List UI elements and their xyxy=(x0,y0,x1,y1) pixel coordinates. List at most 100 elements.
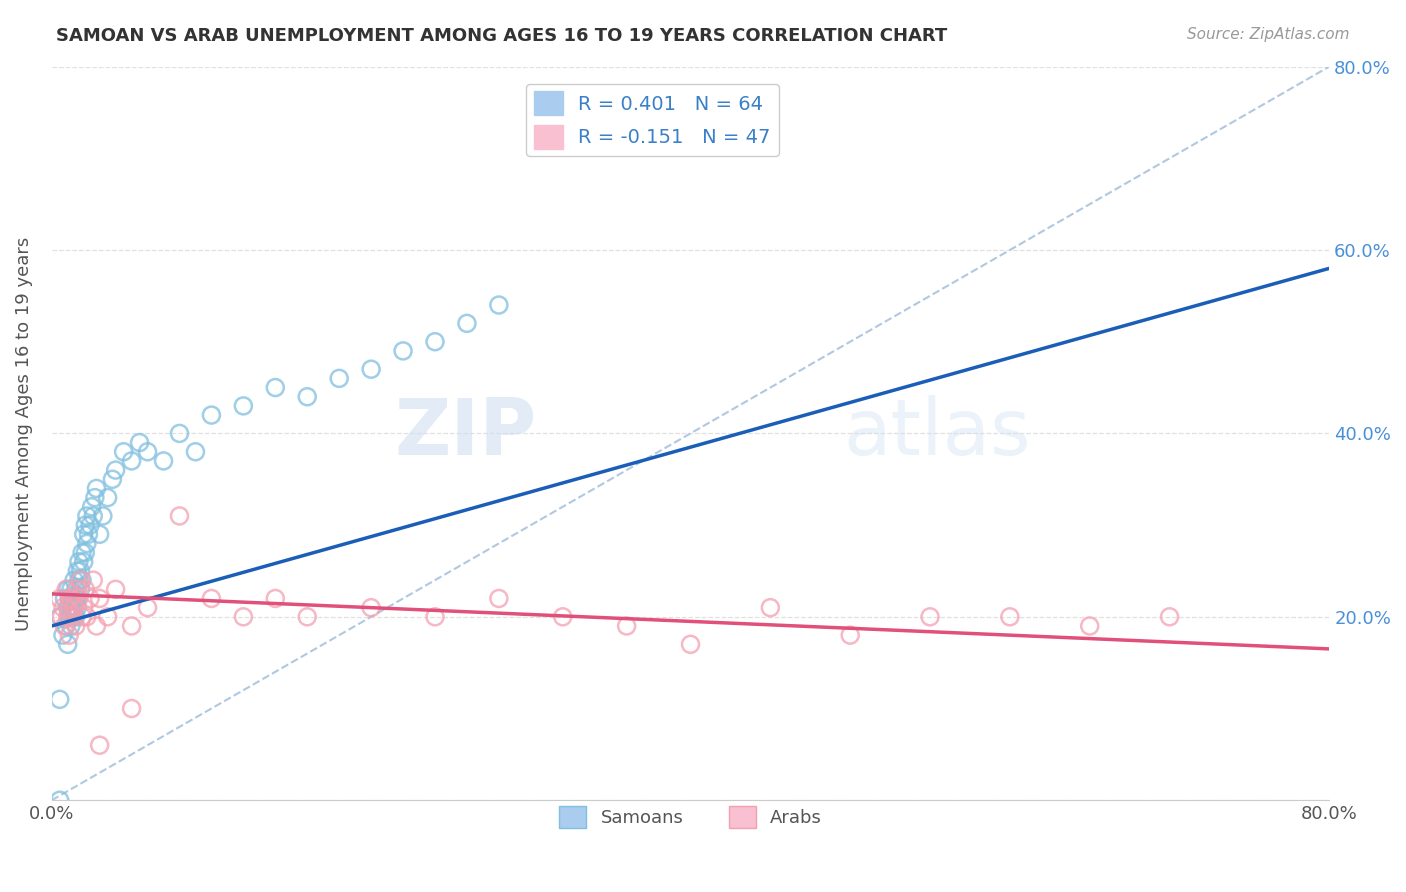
Point xyxy=(136,600,159,615)
Point xyxy=(62,609,84,624)
Point xyxy=(59,582,82,597)
Point xyxy=(169,426,191,441)
Point xyxy=(998,609,1021,624)
Point xyxy=(86,619,108,633)
Point xyxy=(73,527,96,541)
Point xyxy=(63,573,86,587)
Point xyxy=(75,518,97,533)
Point xyxy=(79,591,101,606)
Point xyxy=(48,591,70,606)
Point xyxy=(679,637,702,651)
Point xyxy=(67,573,90,587)
Point xyxy=(360,600,382,615)
Point xyxy=(73,600,96,615)
Point xyxy=(121,454,143,468)
Point xyxy=(82,573,104,587)
Text: SAMOAN VS ARAB UNEMPLOYMENT AMONG AGES 16 TO 19 YEARS CORRELATION CHART: SAMOAN VS ARAB UNEMPLOYMENT AMONG AGES 1… xyxy=(56,27,948,45)
Point xyxy=(59,600,82,615)
Point xyxy=(97,609,120,624)
Point xyxy=(82,508,104,523)
Point xyxy=(423,609,446,624)
Point xyxy=(67,555,90,569)
Text: ZIP: ZIP xyxy=(395,395,537,471)
Point xyxy=(423,334,446,349)
Point xyxy=(83,491,105,505)
Point xyxy=(488,591,510,606)
Point xyxy=(73,555,96,569)
Point xyxy=(264,380,287,394)
Point xyxy=(65,591,87,606)
Point xyxy=(392,343,415,358)
Point xyxy=(63,600,86,615)
Point xyxy=(169,508,191,523)
Point xyxy=(112,444,135,458)
Point xyxy=(69,582,91,597)
Point xyxy=(104,582,127,597)
Point xyxy=(360,362,382,376)
Point xyxy=(232,399,254,413)
Point xyxy=(136,444,159,458)
Point xyxy=(48,692,70,706)
Point xyxy=(1159,609,1181,624)
Point xyxy=(184,444,207,458)
Point xyxy=(52,600,75,615)
Point xyxy=(62,609,84,624)
Legend: Samoans, Arabs: Samoans, Arabs xyxy=(551,798,830,835)
Point xyxy=(66,564,89,578)
Text: atlas: atlas xyxy=(844,395,1032,471)
Point xyxy=(65,609,87,624)
Point xyxy=(66,600,89,615)
Point xyxy=(53,591,76,606)
Point xyxy=(89,591,111,606)
Point xyxy=(75,582,97,597)
Point xyxy=(264,591,287,606)
Point xyxy=(297,390,319,404)
Point xyxy=(759,600,782,615)
Point xyxy=(55,619,77,633)
Point xyxy=(77,527,100,541)
Point xyxy=(70,573,93,587)
Point xyxy=(48,793,70,807)
Point xyxy=(70,546,93,560)
Point xyxy=(121,701,143,715)
Point xyxy=(59,591,82,606)
Point xyxy=(200,408,222,422)
Y-axis label: Unemployment Among Ages 16 to 19 years: Unemployment Among Ages 16 to 19 years xyxy=(15,236,32,631)
Point xyxy=(121,619,143,633)
Point xyxy=(456,317,478,331)
Point xyxy=(76,609,98,624)
Point xyxy=(63,600,86,615)
Point xyxy=(328,371,350,385)
Point xyxy=(86,482,108,496)
Point xyxy=(58,591,80,606)
Point xyxy=(56,600,79,615)
Point xyxy=(76,508,98,523)
Point xyxy=(56,609,79,624)
Point xyxy=(58,591,80,606)
Point xyxy=(65,619,87,633)
Point xyxy=(1078,619,1101,633)
Point xyxy=(69,564,91,578)
Point xyxy=(551,609,574,624)
Point xyxy=(616,619,638,633)
Point xyxy=(69,573,91,587)
Point xyxy=(97,491,120,505)
Point xyxy=(67,591,90,606)
Point xyxy=(58,609,80,624)
Point xyxy=(53,619,76,633)
Point xyxy=(65,582,87,597)
Point xyxy=(89,738,111,752)
Point xyxy=(839,628,862,642)
Point xyxy=(91,508,114,523)
Point xyxy=(89,527,111,541)
Point xyxy=(152,454,174,468)
Point xyxy=(51,609,73,624)
Point xyxy=(80,500,103,514)
Point xyxy=(200,591,222,606)
Point xyxy=(101,472,124,486)
Point xyxy=(232,609,254,624)
Point xyxy=(59,619,82,633)
Point xyxy=(66,591,89,606)
Point xyxy=(56,600,79,615)
Point xyxy=(488,298,510,312)
